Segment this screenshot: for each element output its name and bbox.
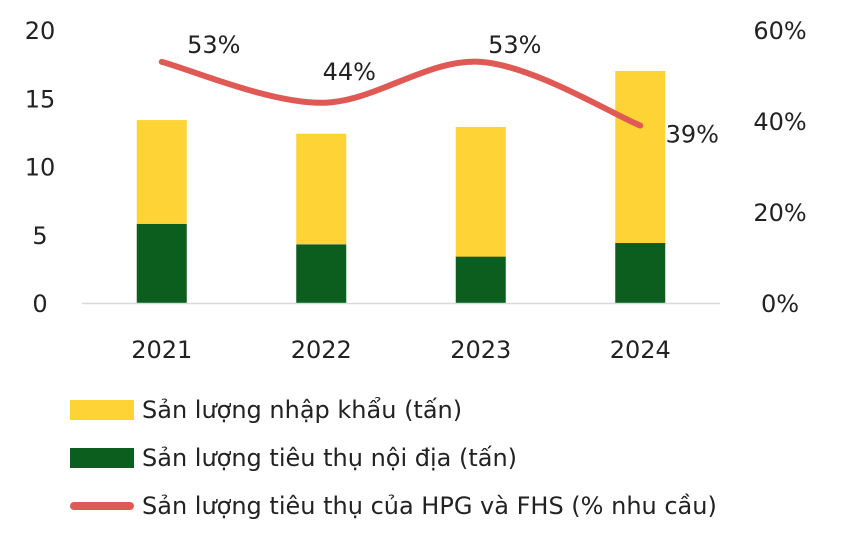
y-right-tick-label: 40% bbox=[753, 108, 806, 136]
legend-swatch-import bbox=[70, 400, 134, 420]
legend-swatch-domestic bbox=[70, 448, 134, 468]
legend-label-import: Sản lượng nhập khẩu (tấn) bbox=[142, 396, 463, 424]
x-tick-label: 2022 bbox=[291, 336, 352, 364]
legend: Sản lượng nhập khẩu (tấn) Sản lượng tiêu… bbox=[70, 386, 717, 530]
bar-domestic bbox=[455, 256, 506, 303]
y-right-tick-label: 60% bbox=[753, 17, 806, 45]
x-tick-label: 2021 bbox=[131, 336, 192, 364]
legend-item-domestic: Sản lượng tiêu thụ nội địa (tấn) bbox=[70, 434, 717, 482]
x-tick-label: 2023 bbox=[450, 336, 511, 364]
legend-label-domestic: Sản lượng tiêu thụ nội địa (tấn) bbox=[142, 444, 518, 472]
y-left-tick-label: 15 bbox=[25, 85, 56, 113]
legend-swatch-share bbox=[70, 502, 134, 510]
y-left-tick-label: 20 bbox=[25, 17, 56, 45]
x-tick-label: 2024 bbox=[610, 336, 671, 364]
y-left-tick-label: 10 bbox=[25, 154, 56, 182]
legend-item-share: Sản lượng tiêu thụ của HPG và FHS (% nhu… bbox=[70, 482, 717, 530]
line-data-label: 53% bbox=[488, 31, 541, 59]
y-right-tick-label: 0% bbox=[761, 290, 799, 318]
line-data-label: 53% bbox=[187, 31, 240, 59]
line-data-label: 44% bbox=[323, 58, 376, 86]
bar-import bbox=[136, 120, 187, 224]
legend-item-import: Sản lượng nhập khẩu (tấn) bbox=[70, 386, 717, 434]
bar-domestic bbox=[296, 244, 347, 303]
line-share bbox=[158, 58, 644, 129]
y-right-tick-label: 20% bbox=[753, 199, 806, 227]
legend-label-share: Sản lượng tiêu thụ của HPG và FHS (% nhu… bbox=[142, 492, 717, 520]
bar-import bbox=[615, 70, 666, 243]
bar-import bbox=[296, 133, 347, 245]
combo-chart: 0 5 10 15 20 0% 20% 40% 60% 2021 2022 2023 2024 53% 44… bbox=[25, 17, 807, 364]
y-left-tick-label: 0 bbox=[32, 290, 47, 318]
bar-domestic bbox=[136, 223, 187, 303]
bar-import bbox=[455, 126, 506, 257]
line-data-label: 39% bbox=[666, 121, 719, 149]
bar-domestic bbox=[615, 242, 666, 303]
y-left-tick-label: 5 bbox=[32, 222, 47, 250]
